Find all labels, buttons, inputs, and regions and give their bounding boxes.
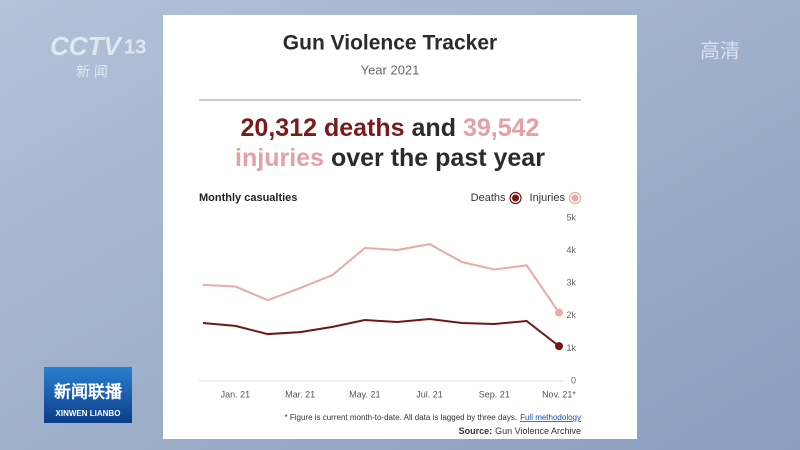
- series-line: [202, 243, 560, 314]
- y-tick-label: 4k: [566, 245, 576, 255]
- x-tick-label: May. 21: [349, 389, 380, 399]
- source: Source: Gun Violence Archive: [459, 426, 581, 436]
- y-tick-label: 5k: [566, 212, 576, 222]
- headline-part: and: [412, 114, 456, 142]
- chart-label: Monthly casualties: [199, 192, 297, 204]
- channel-sub: 新 闻: [76, 64, 108, 80]
- channel-logo: CCTV: [50, 31, 123, 61]
- methodology-link[interactable]: Full methodology: [520, 413, 581, 422]
- legend-label: Deaths: [471, 192, 506, 204]
- x-tick-label: Nov. 21*: [542, 389, 576, 399]
- headline-line: 20,312 deaths and 39,542: [241, 114, 540, 142]
- headline-part: injuries: [235, 144, 324, 172]
- y-tick-label: 2k: [566, 310, 576, 320]
- plot: 0 1k 2k 3k 4k 5k Jan. 21 Mar. 21 May. 21 Jul. 21 S…: [199, 191, 582, 399]
- end-dot: [555, 342, 563, 351]
- headline-part: 39,542: [463, 114, 539, 142]
- chart-subtitle: Year 2021: [361, 62, 420, 77]
- program-name: 新闻联播: [54, 381, 123, 401]
- legend-swatch: [571, 194, 579, 202]
- headline-part: over the past year: [331, 144, 545, 172]
- quality-badge: 高清: [700, 39, 740, 62]
- program-pinyin: XINWEN LIANBO: [56, 409, 121, 418]
- source-name: Gun Violence Archive: [495, 426, 581, 436]
- legend-swatch: [512, 194, 520, 202]
- footnote: * Figure is current month-to-date. All d…: [285, 413, 582, 422]
- footnote-text: * Figure is current month-to-date. All d…: [285, 413, 518, 422]
- y-tick-label: 3k: [566, 278, 576, 288]
- chart-title: Gun Violence Tracker: [283, 32, 497, 55]
- x-tick-label: Mar. 21: [285, 389, 315, 399]
- headline-part: 20,312 deaths: [241, 114, 405, 142]
- y-tick-label: 1k: [566, 343, 576, 353]
- x-tick-label: Jan. 21: [221, 389, 251, 399]
- panel: [163, 15, 637, 439]
- end-dot: [555, 308, 563, 317]
- source-label: Source:: [459, 426, 493, 436]
- headline-line: injuries over the past year: [235, 144, 545, 172]
- legend-label: Injuries: [530, 192, 566, 204]
- x-tick-label: Sep. 21: [479, 389, 510, 399]
- program-logo: [44, 367, 132, 423]
- y-tick-label: 0: [571, 375, 576, 385]
- x-tick-label: Jul. 21: [416, 389, 443, 399]
- channel-number: 13: [124, 36, 146, 58]
- series-line: [202, 318, 560, 347]
